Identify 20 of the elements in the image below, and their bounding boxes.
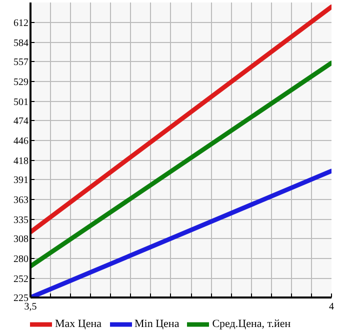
legend-label: Сред.Цена, т.йен <box>212 318 291 330</box>
y-tick-label: 557 <box>14 57 28 68</box>
y-tick-label: 252 <box>14 274 28 285</box>
y-tick-label: 584 <box>14 38 28 49</box>
y-tick-label: 501 <box>14 96 28 108</box>
x-tick-label: 4 <box>329 302 334 312</box>
y-tick-label: 474 <box>14 116 28 127</box>
y-tick-label: 363 <box>14 194 28 206</box>
y-tick-label: 446 <box>14 136 28 147</box>
x-tick-label: 3,5 <box>24 302 37 312</box>
y-tick-label: 225 <box>14 293 28 304</box>
y-tick-label: 391 <box>14 175 28 186</box>
legend-label: Max Цена <box>55 318 102 330</box>
y-tick-label: 308 <box>14 234 28 245</box>
y-tick-label: 529 <box>14 76 28 88</box>
legend-label: Min Цена <box>134 318 180 330</box>
y-tick-label: 280 <box>14 254 28 265</box>
y-tick-label: 418 <box>14 156 28 167</box>
y-tick-label: 335 <box>14 214 28 226</box>
y-tick-label: 612 <box>14 18 28 29</box>
